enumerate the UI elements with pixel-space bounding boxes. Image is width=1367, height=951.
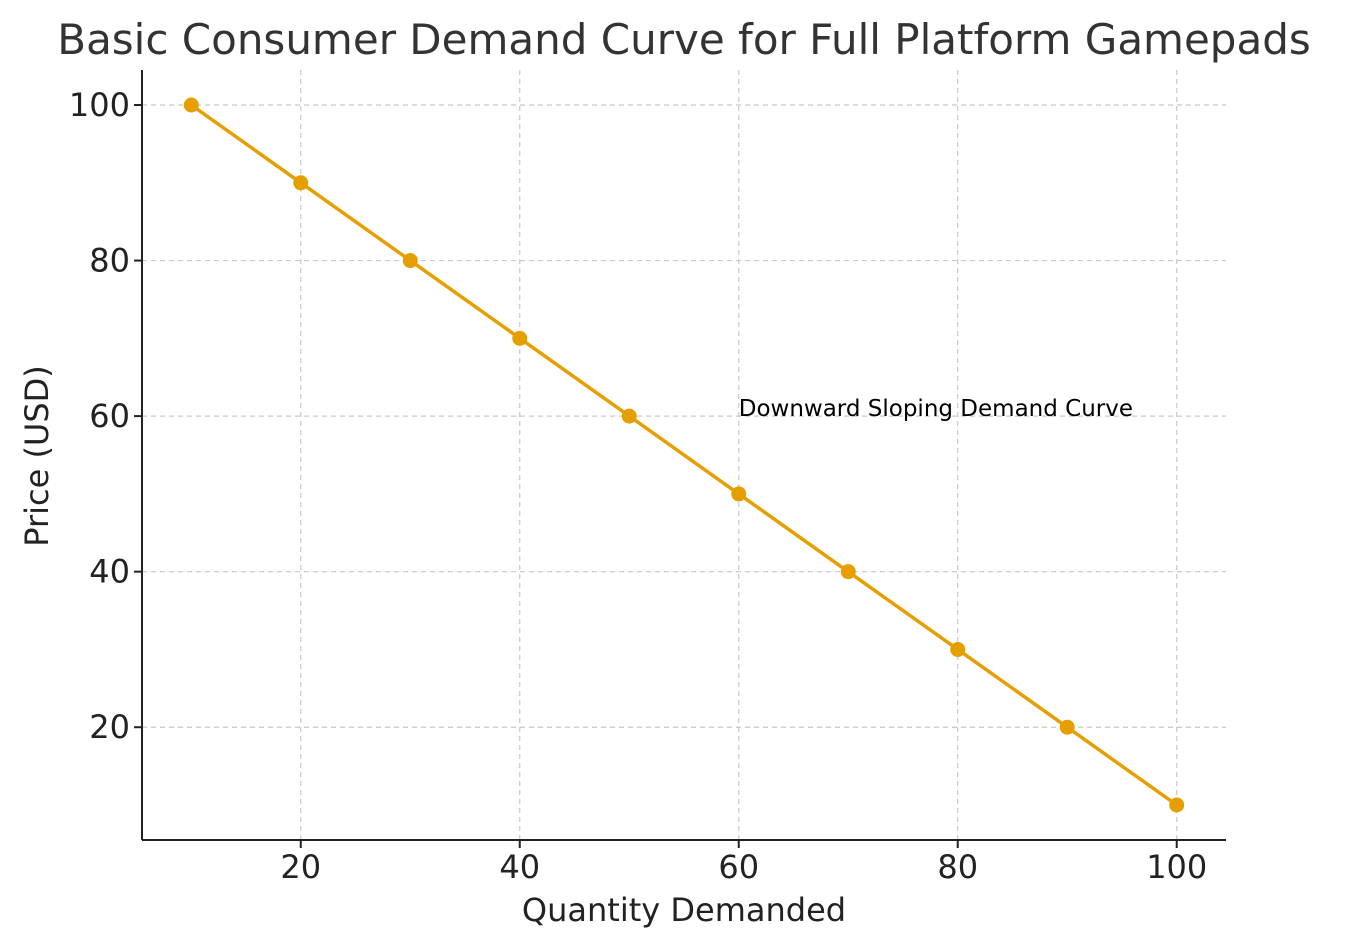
data-point [840,564,856,580]
y-tick-label: 100 [69,86,130,124]
x-tick-label: 80 [937,848,978,886]
x-axis-label: Quantity Demanded [522,891,846,929]
data-point [621,408,637,424]
data-point [731,486,747,502]
chart-title: Basic Consumer Demand Curve for Full Pla… [57,15,1311,64]
x-tick-label: 20 [280,848,321,886]
x-tick-label: 100 [1146,848,1207,886]
data-point [950,641,966,657]
data-point [183,97,199,113]
data-point [512,330,528,346]
data-point [1169,797,1185,813]
x-tick-label: 40 [499,848,540,886]
y-tick-label: 20 [89,708,130,746]
y-tick-label: 40 [89,553,130,591]
y-tick-label: 60 [89,397,130,435]
annotations: Downward Sloping Demand Curve [739,396,1133,422]
demand-series-line [189,103,1179,807]
data-point [402,253,418,269]
y-axis-label: Price (USD) [18,365,56,547]
data-series [183,97,1185,813]
axes [141,70,1226,841]
y-axis-ticks: 20 40 60 80 100 [69,86,142,746]
x-axis-ticks: 20 40 60 80 100 [280,840,1207,886]
x-tick-label: 60 [718,848,759,886]
data-point [293,175,309,191]
grid-lines [142,70,1226,840]
data-point [1059,719,1075,735]
y-tick-label: 80 [89,242,130,280]
annotation-text: Downward Sloping Demand Curve [739,396,1133,422]
